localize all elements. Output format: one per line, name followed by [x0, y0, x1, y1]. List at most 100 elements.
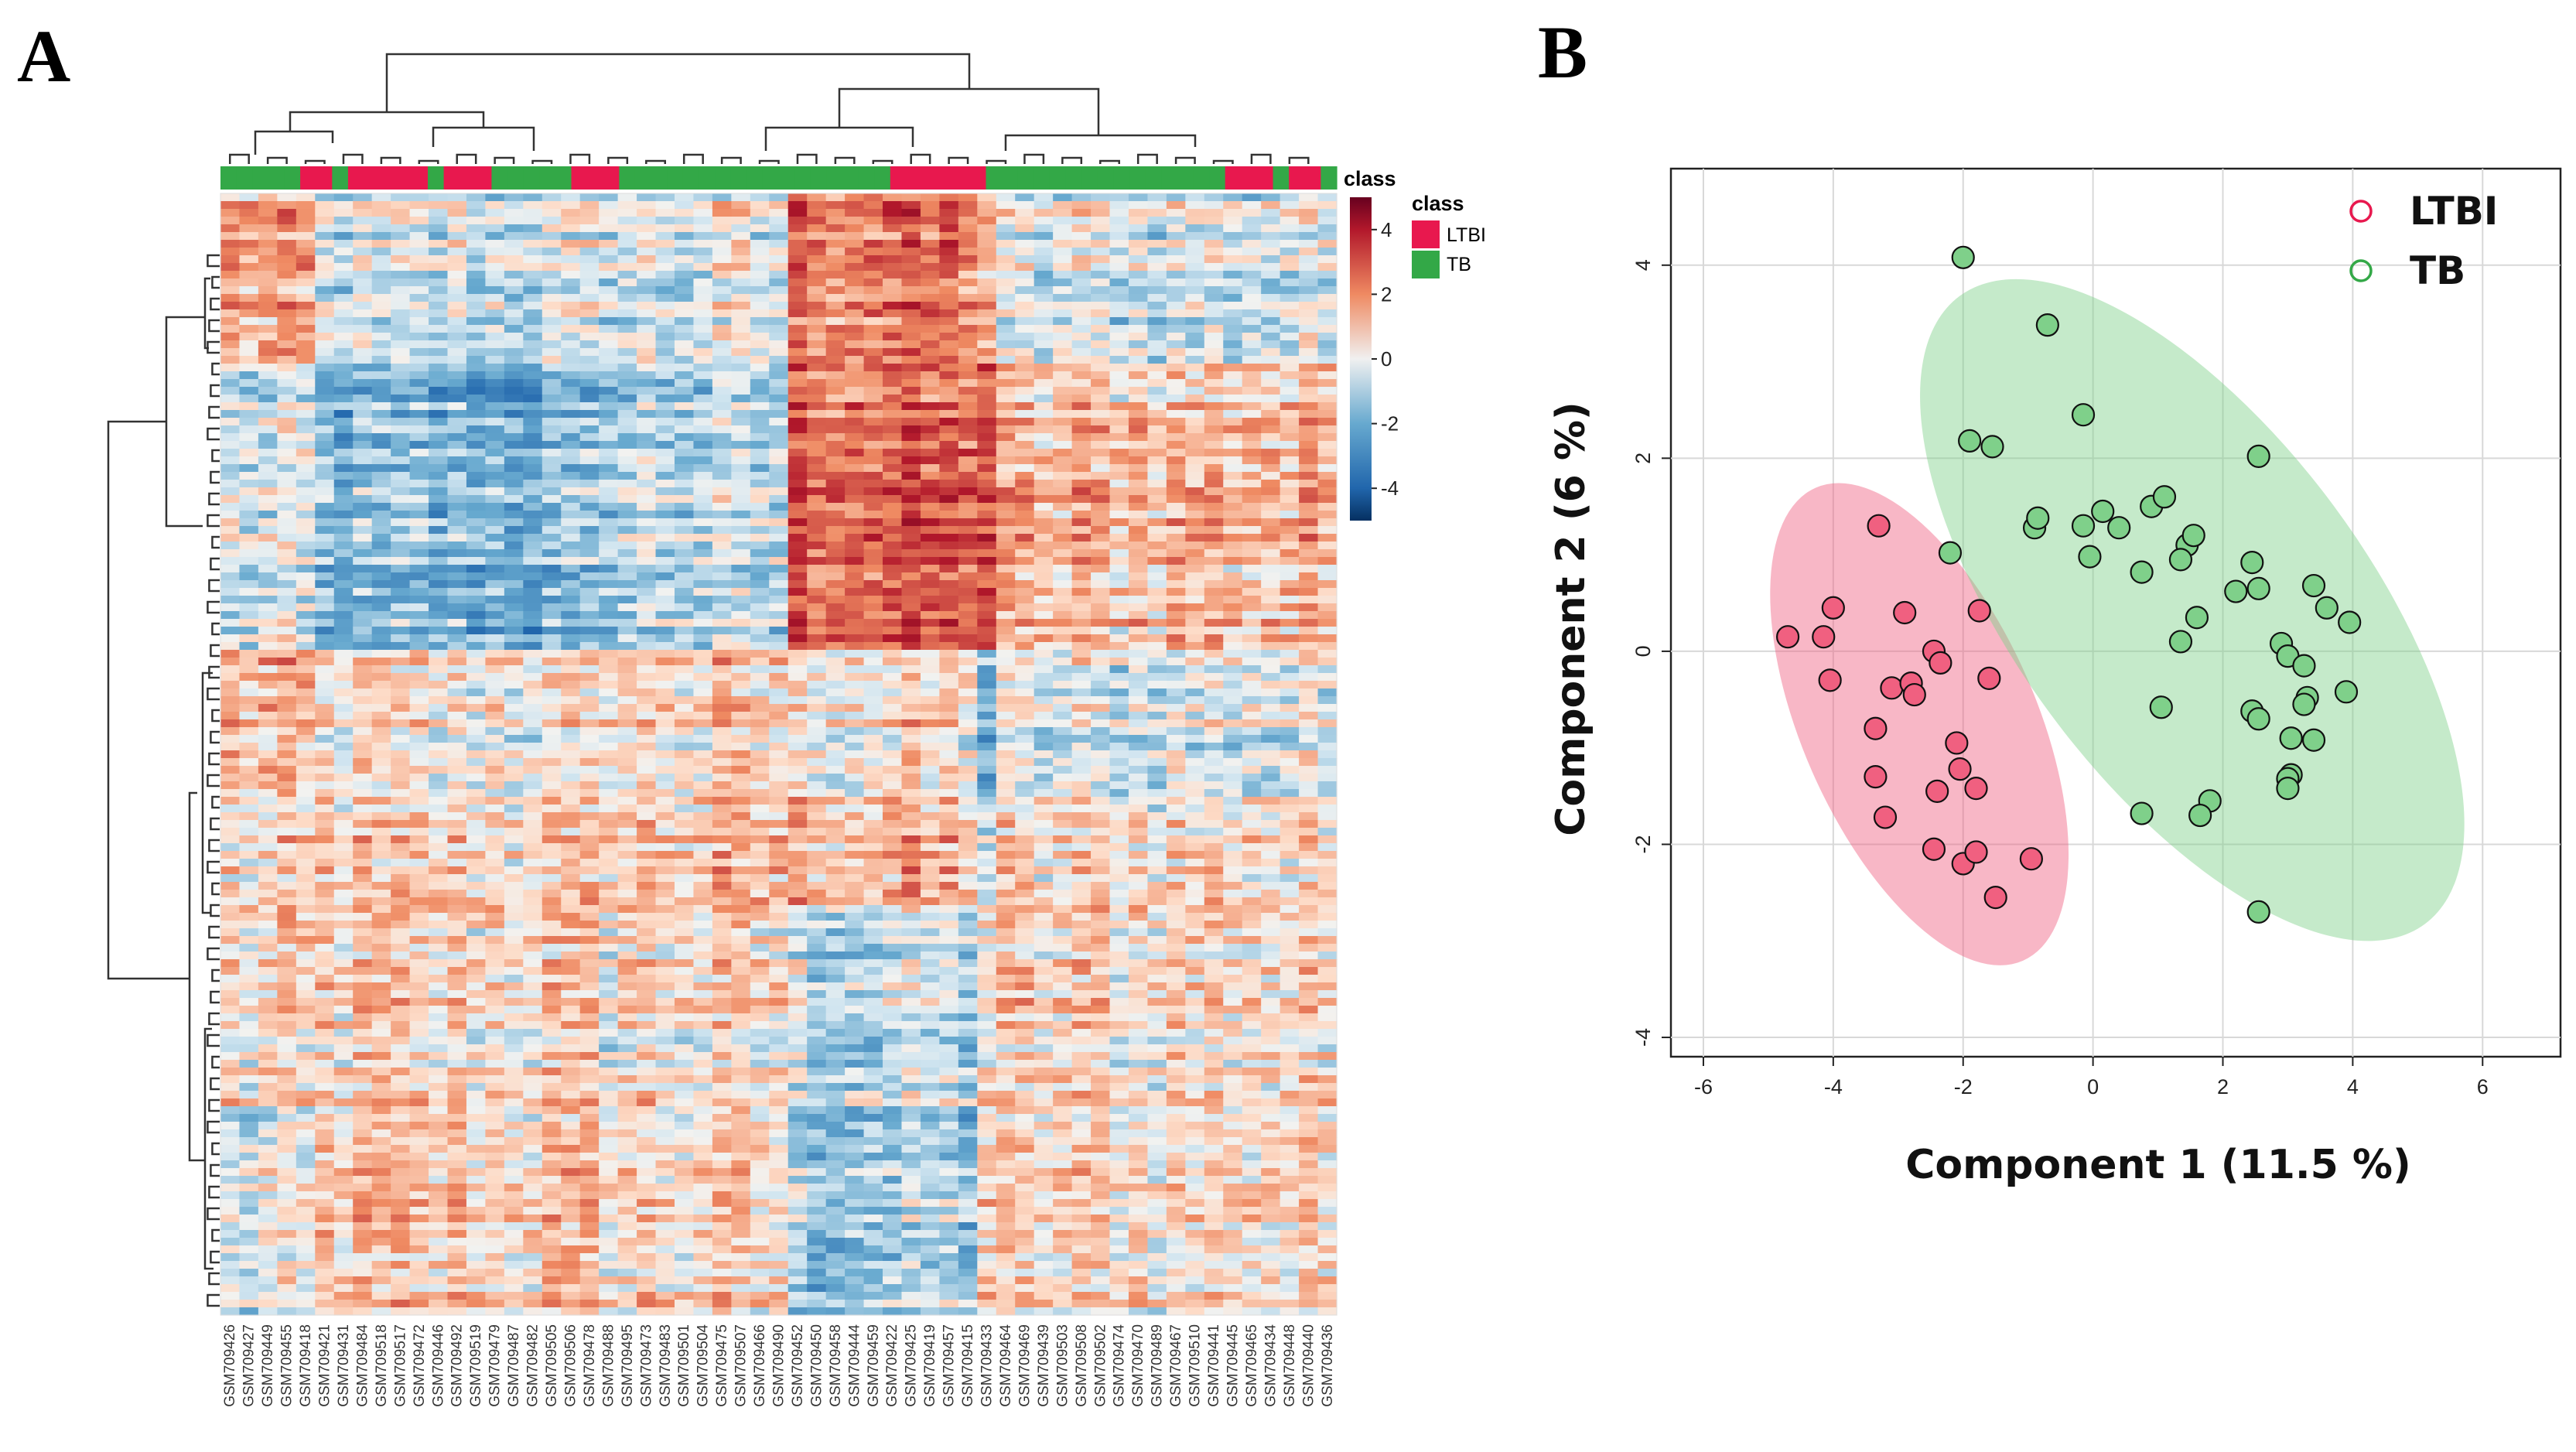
pca-panel: -6 -4 -2 0 2 4 6 420-2-4 Component 1 (11.5 %) … — [1548, 167, 2562, 1188]
class-bar-cell — [1145, 166, 1162, 190]
tb-point — [2107, 516, 2131, 540]
class-bar-cell — [858, 166, 875, 190]
tb-point — [1980, 435, 2004, 459]
class-bar-cell — [778, 166, 795, 190]
class-bar-cell — [874, 166, 891, 190]
sample-label: GSM709517 — [392, 1324, 408, 1407]
class-bar-cell — [252, 166, 269, 190]
ltbi-point — [1922, 837, 1946, 861]
colorbar: class 4 2 0 -2 -4 — [1344, 167, 1399, 521]
tb-point — [2091, 499, 2115, 524]
class-bar-cell — [1225, 166, 1242, 190]
sample-label: GSM709431 — [336, 1324, 352, 1407]
class-bar-cell — [906, 166, 923, 190]
sample-label: GSM709466 — [752, 1324, 768, 1407]
ltbi-point — [1925, 779, 1949, 803]
ltbi-point — [1873, 805, 1898, 829]
colorbar-gradient — [1350, 197, 1372, 521]
panel-b-label: B — [1538, 11, 1587, 94]
class-bar-cell — [1033, 166, 1051, 190]
ltbi-point — [1948, 757, 1972, 781]
sample-label: GSM709470 — [1130, 1324, 1146, 1407]
sample-label: GSM709492 — [449, 1324, 466, 1407]
class-bar-cell — [300, 166, 317, 190]
tb-point — [2240, 551, 2264, 575]
class-bar-cell — [460, 166, 477, 190]
sample-label: GSM709475 — [714, 1324, 730, 1407]
class-bar-cell — [730, 166, 747, 190]
class-bar-cell — [810, 166, 827, 190]
class-bar-cell — [555, 166, 572, 190]
legend-tb-swatch — [1412, 251, 1440, 278]
class-bar-cell — [1002, 166, 1019, 190]
class-bar-cell — [682, 166, 700, 190]
tb-point — [2338, 610, 2362, 634]
heatmap-matrix — [220, 193, 1338, 1316]
sample-label: GSM709472 — [412, 1324, 428, 1407]
class-bar-cell — [826, 166, 843, 190]
ltbi-point — [1964, 777, 1988, 801]
pca-legend: LTBI TB — [2349, 189, 2498, 293]
sample-label: GSM709501 — [676, 1324, 692, 1407]
tb-point — [2301, 728, 2326, 752]
y-axis-title: Component 2 (6 %) — [1548, 401, 1594, 836]
class-bar-cell — [715, 166, 732, 190]
class-bar-cell — [364, 166, 381, 190]
sample-label: GSM709446 — [430, 1324, 446, 1407]
tb-point — [2301, 573, 2326, 598]
sample-label: GSM709419 — [922, 1324, 938, 1407]
colorbar-tick-label: 0 — [1381, 347, 1392, 371]
class-bar-cell — [316, 166, 333, 190]
legend-ltbi-marker — [2349, 200, 2373, 223]
class-bar-cell — [1161, 166, 1178, 190]
colorbar-tick-label: 4 — [1381, 218, 1392, 241]
sample-label: GSM709440 — [1300, 1324, 1317, 1407]
heatmap-panel: GSM709426 GSM709427 GSM709449 GSM709455 GSM7… — [107, 53, 1486, 1407]
class-bar-cell — [1304, 166, 1321, 190]
tb-point — [2071, 403, 2096, 427]
sample-label: GSM709487 — [506, 1324, 522, 1407]
class-bar-cell — [762, 166, 780, 190]
class-bar-cell — [619, 166, 636, 190]
sample-label: GSM709479 — [487, 1324, 504, 1407]
ltbi-point — [1821, 596, 1845, 620]
sample-label: GSM709507 — [733, 1324, 750, 1407]
tb-point — [2246, 576, 2270, 600]
x-tick-label: 4 — [2347, 1075, 2359, 1098]
tb-point — [1951, 245, 1975, 269]
ltbi-point — [1867, 514, 1891, 538]
ltbi-point — [1864, 716, 1888, 740]
ltbi-point — [1983, 886, 2007, 910]
tb-point — [2168, 630, 2193, 654]
sample-label: GSM709422 — [884, 1324, 900, 1407]
tb-point — [2246, 707, 2270, 731]
class-bar-cell — [938, 166, 955, 190]
class-bar-cell — [1320, 166, 1338, 190]
sample-label: GSM709439 — [1036, 1324, 1052, 1407]
class-bar-cell — [1113, 166, 1130, 190]
sample-label: GSM709441 — [1206, 1324, 1222, 1407]
tb-point — [2292, 692, 2316, 716]
class-bar-cell — [412, 166, 429, 190]
sample-label: GSM709510 — [1187, 1324, 1204, 1407]
ltbi-point — [1977, 666, 2001, 690]
tb-point — [2149, 695, 2173, 719]
sample-label: GSM709433 — [979, 1324, 996, 1407]
y-tick-label: 4 — [1631, 259, 1655, 271]
class-bar-cell — [523, 166, 540, 190]
class-bar-cell — [539, 166, 556, 190]
data-points — [1775, 245, 2362, 924]
ltbi-point — [1880, 676, 1904, 700]
ltbi-ellipse — [1770, 483, 2069, 965]
sample-label: GSM709483 — [658, 1324, 674, 1407]
class-bar-cell — [347, 166, 365, 190]
sample-label: GSM709505 — [544, 1324, 560, 1407]
colorbar-tick-label: 2 — [1381, 282, 1392, 306]
sample-label: GSM709464 — [998, 1324, 1014, 1407]
colorbar-tick-label: -2 — [1381, 412, 1399, 436]
class-bar-cell — [1097, 166, 1114, 190]
y-tick-label: 2 — [1631, 453, 1655, 464]
plot-frame — [1669, 167, 2562, 1058]
class-bar-cell — [332, 166, 349, 190]
